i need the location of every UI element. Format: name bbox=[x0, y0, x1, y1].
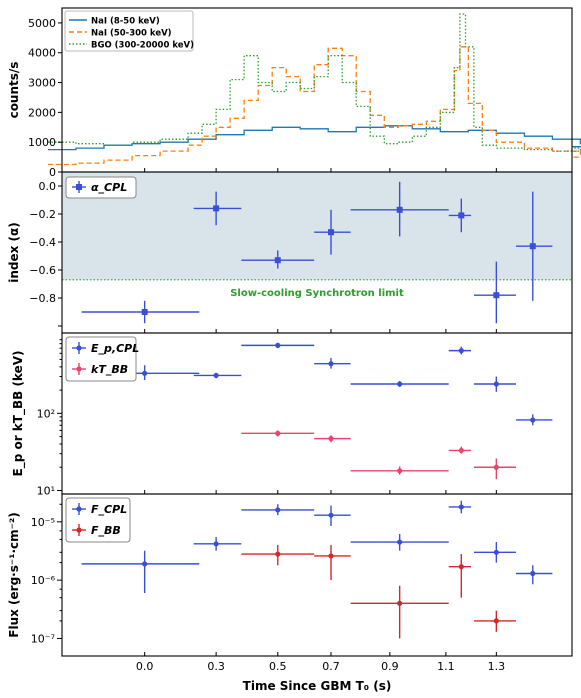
lightcurve-series-2 bbox=[48, 13, 581, 152]
alpha-point bbox=[458, 212, 465, 219]
ep-point bbox=[275, 342, 281, 348]
lightcurve-series-1 bbox=[48, 46, 581, 166]
legend-label: NaI (8-50 keV) bbox=[91, 17, 160, 27]
kt-point bbox=[493, 464, 499, 470]
x-tick-label: 0.9 bbox=[381, 660, 399, 673]
index-panel: Slow-cooling Synchrotron limit 0.0 −0.2 −0.… bbox=[7, 172, 572, 327]
x-tick-label: 0.7 bbox=[322, 660, 340, 673]
alpha-point bbox=[493, 292, 500, 299]
x-axis-label: Time Since GBM T₀ (s) bbox=[243, 679, 392, 693]
alpha-point bbox=[328, 229, 335, 236]
legend-label: BGO (300-20000 keV) bbox=[91, 41, 194, 51]
fcpl-point bbox=[493, 549, 499, 555]
sync-region bbox=[62, 172, 572, 280]
fcpl-point bbox=[275, 507, 281, 513]
ep-point bbox=[328, 361, 334, 367]
lightcurve-ytick-label: 5000 bbox=[28, 17, 56, 30]
lightcurve-ylabel: counts/s bbox=[7, 62, 21, 119]
legend-swatch bbox=[76, 345, 82, 351]
index-legend: α_CPL bbox=[65, 176, 137, 199]
alpha-point bbox=[141, 309, 148, 315]
ep-point bbox=[397, 381, 403, 387]
lightcurve-ytick-label: 2000 bbox=[28, 106, 56, 119]
x-tick-label: 0.5 bbox=[269, 660, 287, 673]
legend-label: NaI (50-300 keV) bbox=[91, 29, 172, 39]
ep-point bbox=[458, 348, 464, 354]
index-ytick-label: −0.8 bbox=[29, 292, 56, 305]
lightcurve-ytick-label: 3000 bbox=[28, 77, 56, 90]
panel-frame bbox=[61, 332, 573, 495]
x-tick-label: 1.3 bbox=[488, 660, 506, 673]
legend-swatch bbox=[76, 506, 82, 512]
x-tick-label: 1.1 bbox=[437, 660, 455, 673]
alpha-point bbox=[396, 206, 403, 213]
x-axis: 0.0 0.3 0.5 0.7 0.9 1.1 1.3 Time Since GBM T₀ (… bbox=[136, 168, 505, 693]
kt-point bbox=[275, 430, 281, 436]
sync-limit-label: Slow-cooling Synchrotron limit bbox=[230, 288, 404, 299]
ep-point bbox=[493, 381, 499, 387]
lightcurve-legend: NaI (8-50 keV) NaI (50-300 keV) BGO (300-2… bbox=[64, 10, 194, 52]
lightcurve-series-0 bbox=[48, 125, 581, 151]
index-ytick-label: −0.4 bbox=[29, 236, 56, 249]
fcpl-point bbox=[397, 539, 403, 545]
x-tick-label: 0.3 bbox=[207, 660, 225, 673]
ep-point bbox=[213, 372, 219, 379]
panel-frame bbox=[61, 493, 573, 657]
kt-point bbox=[328, 436, 334, 442]
kt-point bbox=[458, 447, 464, 454]
flux-ytick-label: 10⁻⁵ bbox=[31, 516, 55, 529]
alpha-point bbox=[213, 205, 220, 212]
fbb-point bbox=[493, 618, 499, 624]
fcpl-point bbox=[213, 541, 219, 547]
index-ytick-label: −0.2 bbox=[29, 208, 56, 221]
legend-swatch bbox=[76, 527, 82, 533]
index-ytick-label: 0.0 bbox=[39, 180, 57, 193]
flux-panel: 10⁻⁷ 10⁻⁶ 10⁻⁵ Flux (erg·s⁻¹·cm⁻²) F_CPL F_BB bbox=[7, 497, 553, 645]
index-ylabel: index (α) bbox=[7, 222, 21, 283]
alpha-point bbox=[274, 257, 281, 264]
lightcurve-ytick-label: 1000 bbox=[28, 136, 56, 149]
energy-panel: 10¹ 10² E_p or kT_BB (keV) E_p,CPL kT_BB bbox=[11, 336, 553, 497]
fbb-point bbox=[397, 600, 403, 606]
energy-ylabel: E_p or kT_BB (keV) bbox=[11, 351, 26, 477]
legend-box bbox=[65, 176, 137, 199]
flux-legend: F_CPL F_BB bbox=[65, 497, 131, 543]
fbb-point bbox=[275, 551, 281, 557]
legend-label: F_CPL bbox=[91, 503, 127, 516]
legend-label: F_BB bbox=[91, 524, 121, 537]
flux-ytick-label: 10⁻⁷ bbox=[31, 632, 55, 645]
flux-ylabel: Flux (erg·s⁻¹·cm⁻²) bbox=[7, 512, 21, 637]
ep-point bbox=[530, 417, 536, 423]
alpha-point bbox=[529, 243, 536, 250]
lightcurve-panel: 0 1000 2000 3000 4000 5000 counts/s NaI (8-50 k… bbox=[7, 10, 581, 179]
ep-point bbox=[142, 370, 148, 376]
legend-label: E_p,CPL bbox=[91, 342, 139, 355]
fcpl-point bbox=[328, 512, 334, 518]
lightcurve-ytick-label: 0 bbox=[49, 166, 56, 179]
legend-swatch bbox=[76, 366, 82, 372]
x-tick-label: 0.0 bbox=[136, 660, 154, 673]
legend-swatch bbox=[76, 184, 82, 190]
fcpl-point bbox=[142, 561, 148, 567]
energy-ytick-label: 10¹ bbox=[37, 484, 55, 497]
energy-legend: E_p,CPL kT_BB bbox=[65, 336, 139, 382]
energy-ytick-label: 10² bbox=[37, 407, 55, 420]
fbb-point bbox=[458, 564, 464, 570]
fcpl-point bbox=[458, 504, 464, 510]
legend-box bbox=[64, 10, 194, 52]
kt-point bbox=[397, 468, 403, 474]
legend-label: α_CPL bbox=[91, 181, 127, 194]
fbb-point bbox=[328, 553, 334, 559]
flux-ytick-label: 10⁻⁶ bbox=[31, 574, 56, 587]
legend-label: kT_BB bbox=[91, 363, 128, 376]
lightcurve-ytick-label: 4000 bbox=[28, 47, 56, 60]
fcpl-point bbox=[530, 570, 536, 577]
index-ytick-label: −0.6 bbox=[29, 264, 56, 277]
